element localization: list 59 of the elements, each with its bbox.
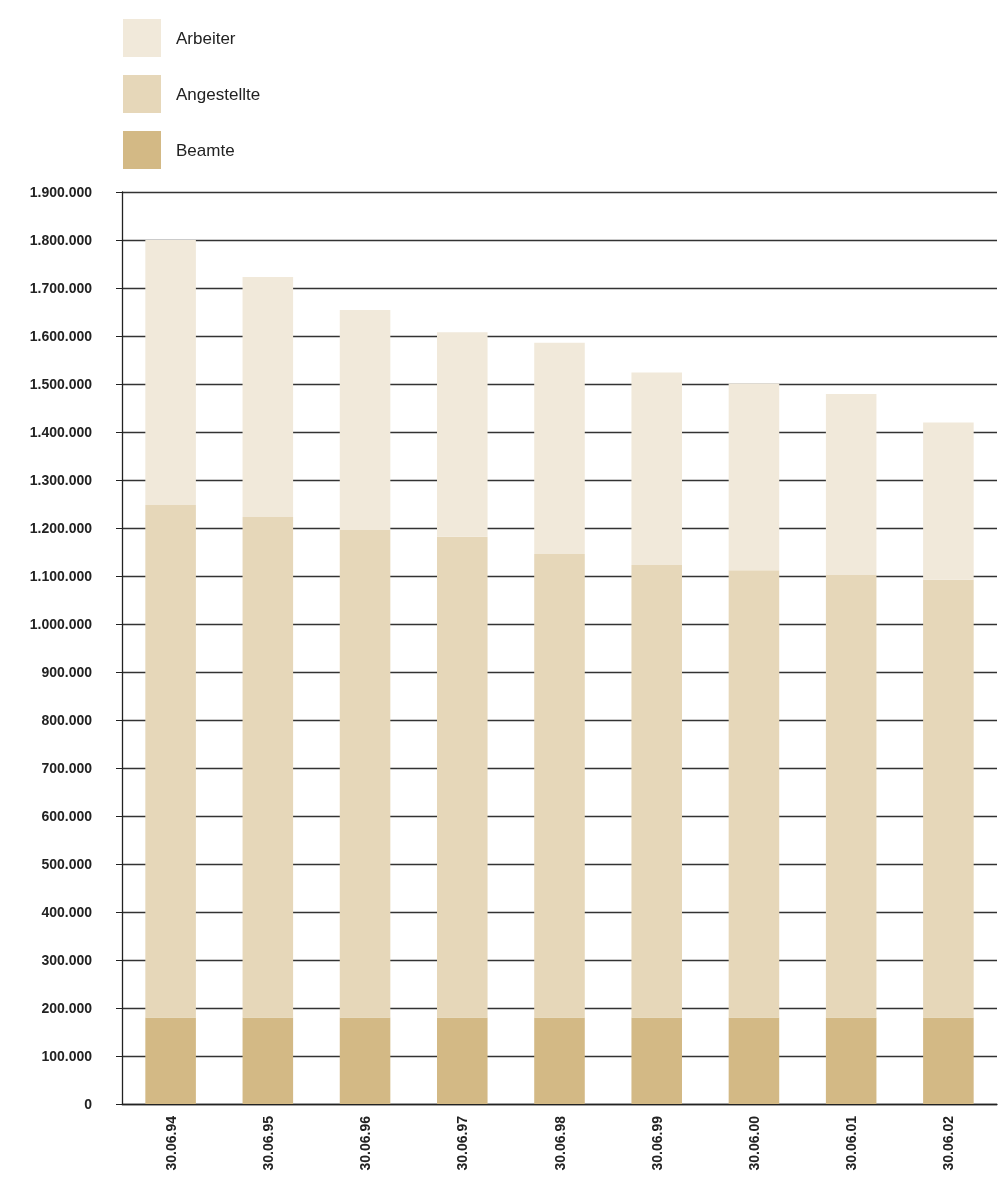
y-tick-label: 600.000: [41, 808, 93, 824]
bar: [437, 1017, 488, 1104]
x-tick-label: 30.06.99: [648, 1115, 665, 1171]
bar: [534, 342, 585, 554]
y-tick-label: 400.000: [41, 904, 93, 920]
y-tick-label: 1.100.000: [29, 568, 93, 584]
bar: [534, 553, 585, 1018]
y-tick-label: 1.300.000: [29, 472, 93, 488]
x-tick-label: 30.06.00: [745, 1115, 762, 1171]
y-tick-label: 700.000: [41, 760, 93, 776]
x-tick-label: 30.06.97: [454, 1115, 471, 1171]
bar: [728, 383, 780, 571]
bar: [339, 310, 391, 530]
y-tick-label: 1.000.000: [29, 616, 93, 632]
bar: [825, 1017, 877, 1104]
bar: [437, 332, 488, 537]
x-tick-label: 30.06.96: [357, 1115, 374, 1171]
y-tick-label: 1.200.000: [29, 520, 93, 536]
bar: [145, 1017, 196, 1104]
bar: [242, 276, 294, 517]
bar: [145, 504, 196, 1018]
bar: [242, 516, 294, 1018]
x-tick-label: 30.06.94: [162, 1115, 179, 1171]
bar: [242, 1017, 294, 1104]
y-tick-label: 900.000: [41, 664, 93, 680]
y-tick-label: 800.000: [41, 712, 93, 728]
y-tick-label: 1.600.000: [29, 328, 93, 344]
bar: [631, 564, 682, 1018]
bar: [728, 570, 780, 1018]
bar: [825, 394, 877, 576]
bar: [534, 1017, 585, 1104]
bar: [145, 240, 196, 505]
bar: [437, 536, 488, 1018]
y-tick-label: 100.000: [41, 1048, 93, 1064]
bar: [728, 1017, 780, 1104]
legend-label: Arbeiter: [176, 28, 236, 48]
y-tick-label: 500.000: [41, 856, 93, 872]
bar: [923, 1017, 974, 1104]
bar: [923, 422, 974, 580]
x-tick-label: 30.06.98: [551, 1115, 568, 1171]
x-tick-label: 30.06.01: [843, 1115, 860, 1171]
y-tick-label: 1.500.000: [29, 376, 93, 392]
y-tick-label: 1.800.000: [29, 232, 93, 248]
y-tick-label: 0: [84, 1096, 93, 1112]
bar: [825, 575, 877, 1018]
bar: [631, 372, 682, 565]
y-tick-label: 1.900.000: [29, 184, 93, 200]
bar: [339, 1017, 391, 1104]
x-tick-label: 30.06.95: [259, 1115, 276, 1171]
bar: [631, 1017, 682, 1104]
bar: [923, 579, 974, 1018]
y-tick-label: 300.000: [41, 952, 93, 968]
legend-label: Beamte: [176, 140, 235, 160]
y-tick-label: 200.000: [41, 1000, 93, 1016]
y-tick-label: 1.400.000: [29, 424, 93, 440]
bar: [339, 529, 391, 1018]
x-tick-label: 30.06.02: [940, 1115, 957, 1171]
y-tick-label: 1.700.000: [29, 280, 93, 296]
legend-label: Angestellte: [176, 84, 261, 104]
